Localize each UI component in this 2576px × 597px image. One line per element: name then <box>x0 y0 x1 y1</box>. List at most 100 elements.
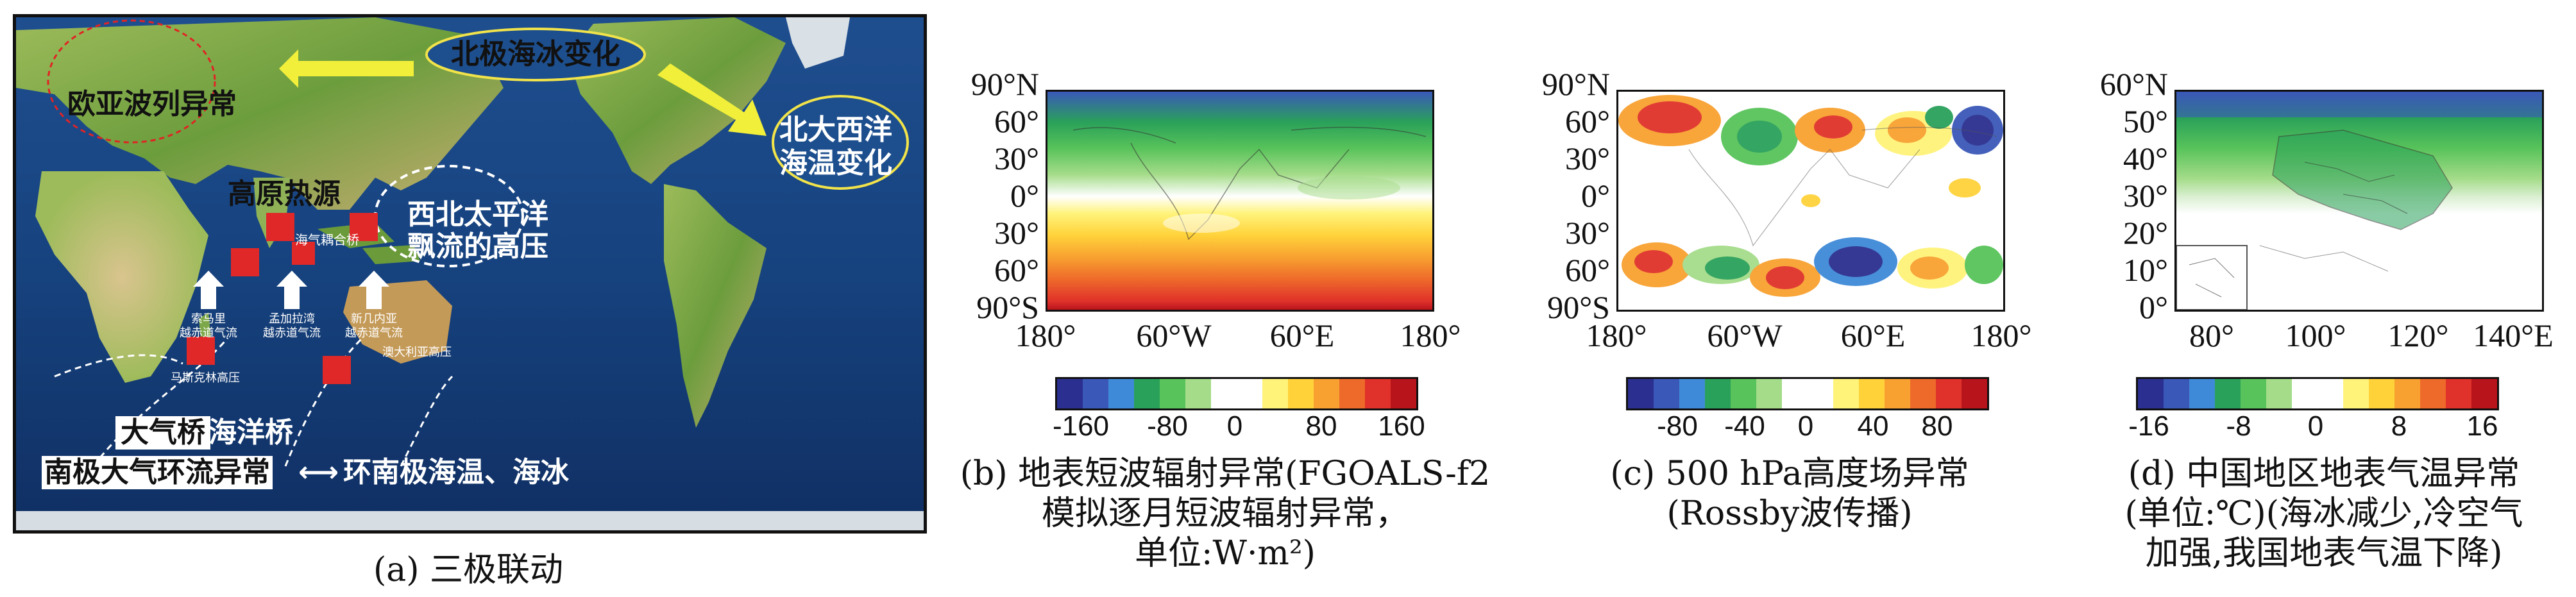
cbar-tick: -40 <box>1724 410 1765 442</box>
colorbar-swatch <box>1134 379 1160 408</box>
label-antarctic-sst: 环南极海温、海冰 <box>343 456 569 489</box>
colorbar-swatch <box>1365 379 1391 408</box>
label-plateau-heat: 高原热源 <box>228 178 341 210</box>
colorbar-swatch <box>1083 379 1108 408</box>
label-bengal-1: 孟加拉湾 <box>269 312 315 326</box>
cbar-tick: 0 <box>2307 410 2324 442</box>
xtick: 80° <box>2189 317 2234 353</box>
ytick: 0° <box>1581 178 1610 214</box>
colorbar-swatch <box>1339 379 1365 408</box>
ytick: 90°N <box>970 66 1039 102</box>
label-north-atlantic-1: 北大西洋 <box>779 114 892 146</box>
cbar-tick: -160 <box>1052 410 1110 442</box>
ytick: 0° <box>2139 289 2168 325</box>
colorbar-swatch <box>2292 379 2318 408</box>
label-australia-high: 澳大利亚高压 <box>382 346 452 359</box>
caption-b-1: (b) 地表短波辐射异常(FGOALS-f2 <box>960 455 1491 493</box>
xtick: 60°E <box>1269 317 1335 353</box>
label-north-atlantic-2: 海温变化 <box>779 147 892 180</box>
label-mascarene: 马斯克林高压 <box>171 371 240 385</box>
ytick: 10° <box>2123 252 2168 288</box>
ytick: 30° <box>1565 140 1610 176</box>
label-ocean-bridge-box: 海气耦合桥 <box>295 232 359 248</box>
colorbar-swatch <box>1654 379 1679 408</box>
ytick: 30° <box>994 215 1039 251</box>
colorbar-swatch <box>1782 379 1808 408</box>
caption-c-2: (Rossby波传播) <box>1666 494 1913 533</box>
colorbar-swatch <box>2471 379 2497 408</box>
ytick: 30° <box>2123 178 2168 214</box>
panel-d: 60°N 50° 40° 30° 20° 10° 0° 80° 100° 120… <box>2072 0 2576 597</box>
xtick: 120° <box>2387 317 2449 353</box>
colorbar-swatch <box>2369 379 2394 408</box>
cbar-tick: -80 <box>1657 410 1698 442</box>
colorbar-swatch <box>1705 379 1731 408</box>
label-arctic-ice: 北极海冰变化 <box>451 38 620 71</box>
colorbar-swatch <box>1962 379 1987 408</box>
cbar-tick: -16 <box>2128 410 2169 442</box>
colorbar-swatch <box>2446 379 2471 408</box>
xtick: 180° <box>1586 317 1647 353</box>
cbar-tick: 0 <box>1797 410 1814 442</box>
colorbar-swatch <box>2318 379 2343 408</box>
world-map-frame: 北极海冰变化 欧亚波列异常 北大西洋 海温变化 高原热源 西北太平洋 飘流的高压… <box>13 14 927 534</box>
label-nw-pacific-1: 西北太平洋 <box>407 198 548 231</box>
heat-source-marker <box>323 356 351 384</box>
colorbar-swatch <box>1731 379 1756 408</box>
label-newguinea-1: 新几内亚 <box>351 312 397 326</box>
label-somali-1: 索马里 <box>191 312 226 326</box>
colorbar-swatch <box>1833 379 1859 408</box>
colorbar-swatch <box>2164 379 2189 408</box>
xtick: 180° <box>1970 317 2032 353</box>
ytick: 30° <box>994 140 1039 176</box>
cbar-tick: 40 <box>1857 410 1889 442</box>
caption-b-2: 模拟逐月短波辐射异常， <box>1041 494 1409 533</box>
sw-radiation-map <box>1046 90 1434 312</box>
colorbar-swatch <box>1910 379 1936 408</box>
caption-b-3: 单位:W·m²) <box>1135 534 1316 573</box>
colorbar-swatch <box>1288 379 1314 408</box>
label-antarctic-circulation: 南极大气环流异常 <box>42 456 273 489</box>
colorbar-swatch <box>1391 379 1416 408</box>
ytick: 60° <box>1565 103 1610 139</box>
xtick: 60°E <box>1840 317 1906 353</box>
cbar-tick: 80 <box>1921 410 1953 442</box>
ytick: 30° <box>1565 215 1610 251</box>
colorbar-swatch <box>2420 379 2446 408</box>
heat-source-marker <box>266 213 294 241</box>
colorbar-swatch <box>1237 379 1262 408</box>
colorbar-swatch <box>1628 379 1654 408</box>
label-bengal-2: 越赤道气流 <box>263 326 321 340</box>
colorbar-d <box>2136 377 2499 410</box>
panel-a: 北极海冰变化 欧亚波列异常 北大西洋 海温变化 高原热源 西北太平洋 飘流的高压… <box>0 0 936 597</box>
ytick: 90°N <box>1541 66 1610 102</box>
colorbar-swatch <box>1679 379 1705 408</box>
caption-a: (a) 三极联动 <box>373 551 564 589</box>
colorbar-swatch <box>1108 379 1134 408</box>
ytick: 90°S <box>976 289 1039 325</box>
china-temperature-map <box>2174 90 2544 312</box>
height-anomaly-map <box>1616 90 2005 312</box>
caption-d-3: 加强,我国地表气温下降) <box>2145 534 2503 573</box>
cbar-tick: 16 <box>2466 410 2498 442</box>
colorbar-swatch <box>1185 379 1211 408</box>
heat-source-marker <box>292 242 315 265</box>
xtick: 60°W <box>1136 317 1212 353</box>
cbar-tick: 0 <box>1226 410 1243 442</box>
colorbar-swatch <box>1756 379 1782 408</box>
colorbar-swatch <box>2241 379 2266 408</box>
colorbar-swatch <box>1936 379 1962 408</box>
label-somali-2: 越赤道气流 <box>180 326 237 340</box>
colorbar-swatch <box>1057 379 1083 408</box>
colorbar-swatch <box>2343 379 2369 408</box>
caption-c-1: (c) 500 hPa高度场异常 <box>1610 455 1969 493</box>
label-eurasian-wave: 欧亚波列异常 <box>67 88 237 121</box>
colorbar-swatch <box>2138 379 2164 408</box>
caption-d-1: (d) 中国地区地表气温异常 <box>2128 455 2520 493</box>
label-atm-bridge: 大气桥 <box>115 416 210 450</box>
colorbar-b <box>1055 377 1418 410</box>
label-nw-pacific-2: 飘流的高压 <box>407 230 548 263</box>
colorbar-swatch <box>1160 379 1185 408</box>
ytick: 50° <box>2123 103 2168 139</box>
colorbar-swatch <box>2394 379 2420 408</box>
